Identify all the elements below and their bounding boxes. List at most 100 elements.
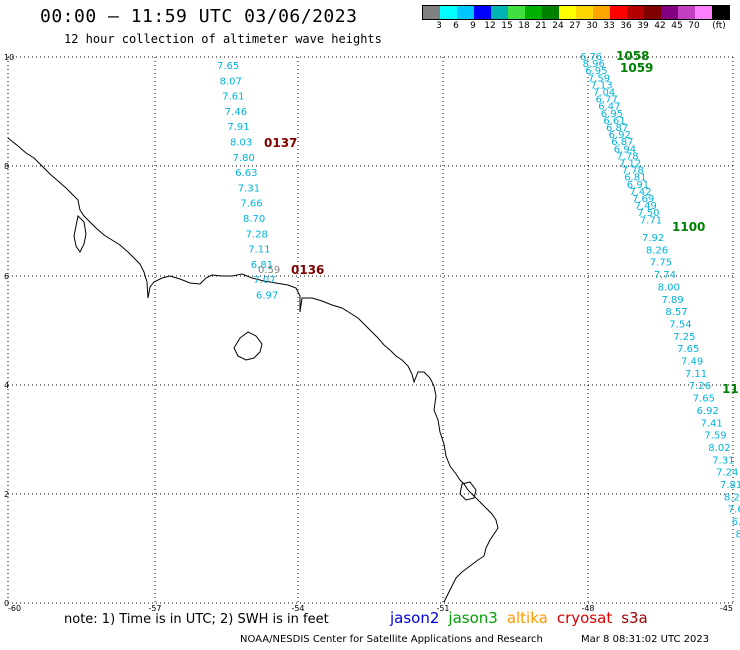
track-layer: 7.65 8.07 7.61 7.46 7.91 8.03 7.80 6.63 7.31 7.66… bbox=[217, 49, 740, 553]
swh-value: 8.03 bbox=[230, 138, 252, 149]
swh-value: 6.61 bbox=[603, 116, 625, 127]
satellite-cryosat: cryosat bbox=[556, 609, 613, 627]
legend-unit: (ft) bbox=[712, 21, 726, 31]
swh-value: 7.59 bbox=[704, 431, 726, 442]
swh-value: 7.11 bbox=[685, 369, 707, 380]
satellite-altika: altika bbox=[506, 609, 548, 627]
legend-swatch bbox=[474, 6, 491, 19]
legend-label: 33 bbox=[603, 21, 615, 31]
swh-value: 6.77 bbox=[596, 95, 618, 106]
x-tick-label: -54 bbox=[291, 604, 304, 613]
legend-label: 6 bbox=[453, 21, 459, 31]
legend-swatch bbox=[508, 6, 525, 19]
swh-value: 6.94 bbox=[614, 144, 636, 155]
swh-value: 7.46 bbox=[225, 107, 247, 118]
swh-value: 7.49 bbox=[681, 357, 703, 368]
swh-value: 6.76 bbox=[580, 52, 602, 63]
x-tick-label: -57 bbox=[148, 604, 161, 613]
legend-swatch bbox=[576, 6, 593, 19]
swh-value: 7.04 bbox=[593, 88, 615, 99]
legend-label: 27 bbox=[569, 21, 581, 31]
swh-value: 8.70 bbox=[243, 214, 265, 225]
legend-label: 70 bbox=[688, 21, 700, 31]
credit-text: NOAA/NESDIS Center for Satellite Applica… bbox=[240, 634, 543, 645]
swh-value: 7.65 bbox=[217, 61, 239, 72]
legend-swatch bbox=[644, 6, 661, 19]
swh-value: 7.26 bbox=[689, 381, 711, 392]
legend-label: 30 bbox=[586, 21, 598, 31]
swh-value: 6.87 bbox=[611, 137, 633, 148]
footer-credit: NOAA/NESDIS Center for Satellite Applica… bbox=[240, 634, 709, 645]
swh-value: 7.69 bbox=[632, 194, 654, 205]
legend-swatch bbox=[542, 6, 559, 19]
x-tick-label: -48 bbox=[581, 604, 594, 613]
legend-swatch bbox=[593, 6, 610, 19]
color-scale-legend bbox=[422, 5, 730, 20]
y-tick-label: 0 bbox=[4, 599, 9, 608]
legend-swatch bbox=[559, 6, 576, 19]
pass-time-label: 0137 bbox=[264, 136, 297, 150]
swh-value: 0.59 bbox=[258, 265, 280, 276]
swh-value: 7.80 bbox=[233, 153, 255, 164]
legend-swatch bbox=[440, 6, 457, 19]
swh-value: 8.2 bbox=[736, 529, 740, 540]
swh-value: 7.07 bbox=[253, 275, 275, 286]
island-small bbox=[459, 481, 477, 501]
legend-label: 3 bbox=[436, 21, 442, 31]
satellite-legend: jason2 jason3 altika cryosat s3a bbox=[390, 609, 657, 627]
legend-label: 45 bbox=[671, 21, 683, 31]
legend-label: 18 bbox=[518, 21, 530, 31]
swh-value: 8.29 bbox=[724, 492, 740, 503]
swh-value: 8.00 bbox=[658, 282, 680, 293]
swh-value: 6.81 bbox=[251, 260, 273, 271]
island bbox=[233, 331, 263, 361]
y-tick-label: 2 bbox=[4, 490, 9, 499]
legend-label: 15 bbox=[501, 21, 513, 31]
swh-value: 7.78 bbox=[622, 166, 644, 177]
swh-value: 7.31 bbox=[238, 183, 260, 194]
swh-value: 6.97 bbox=[256, 291, 278, 302]
swh-value: 6.95 bbox=[601, 109, 623, 120]
legend-label: 12 bbox=[484, 21, 496, 31]
swh-value: 6.81 bbox=[624, 173, 646, 184]
tick-layer: -60 -57 -54 -51 -48 -45 10 8 6 4 2 0 bbox=[4, 53, 733, 613]
swh-value: 6.92 bbox=[697, 406, 719, 417]
swh-value: 7.24 bbox=[716, 468, 738, 479]
swh-value: 7.61 bbox=[222, 92, 244, 103]
swh-value: 6.91 bbox=[627, 180, 649, 191]
swh-value: 7.65 bbox=[677, 344, 699, 355]
satellite-jason3: jason3 bbox=[448, 609, 498, 627]
legend-label: 24 bbox=[552, 21, 564, 31]
pass-time-label: 11 bbox=[722, 382, 739, 396]
swh-value: 7.89 bbox=[662, 295, 684, 306]
legend-swatch bbox=[525, 6, 542, 19]
swh-value: 7.25 bbox=[673, 332, 695, 343]
swh-value: 6.63 bbox=[235, 168, 257, 179]
grid-lines bbox=[7, 56, 734, 604]
swh-value: 7.66 bbox=[240, 199, 262, 210]
swh-value: 7.42 bbox=[629, 187, 651, 198]
swh-value: 7.49 bbox=[635, 201, 657, 212]
coastline-inlet bbox=[73, 214, 87, 253]
swh-value: 7.12 bbox=[619, 159, 641, 170]
swh-value: 7.75 bbox=[650, 258, 672, 269]
swh-value: 7.92 bbox=[642, 233, 664, 244]
legend-swatch bbox=[712, 6, 729, 19]
pass-time-label: 1058 bbox=[616, 49, 649, 63]
swh-value: 7.81 bbox=[720, 480, 740, 491]
swh-value: 7.13 bbox=[590, 80, 612, 91]
coastline bbox=[7, 137, 499, 603]
y-tick-label: 6 bbox=[4, 272, 9, 281]
legend-swatch bbox=[678, 6, 695, 19]
swh-value: 7.31 bbox=[712, 455, 734, 466]
swh-value: 7.59 bbox=[588, 73, 610, 84]
swh-value: 6.74 bbox=[732, 517, 740, 528]
pass-time-label: 0136 bbox=[291, 263, 324, 277]
swh-value: 6.95 bbox=[585, 66, 607, 77]
swh-value: 7.54 bbox=[669, 319, 691, 330]
legend-swatch bbox=[423, 6, 440, 19]
swh-value: 8.07 bbox=[220, 76, 242, 87]
legend-swatch bbox=[491, 6, 508, 19]
footer-timestamp: Mar 8 08:31:02 UTC 2023 bbox=[581, 634, 710, 645]
